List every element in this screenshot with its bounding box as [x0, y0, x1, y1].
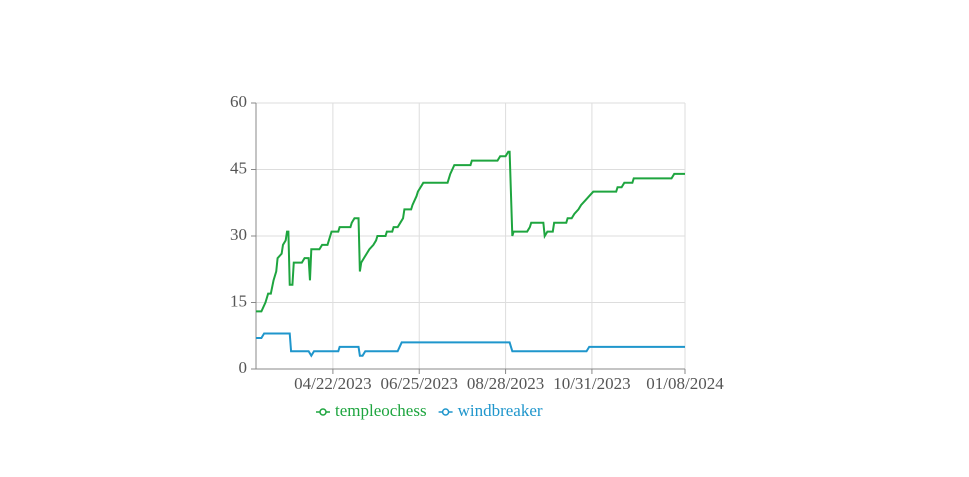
x-tick-label: 08/28/2023 — [467, 374, 544, 393]
y-tick-label: 45 — [230, 158, 247, 177]
legend-marker — [441, 408, 450, 416]
x-tick-label: 01/08/2024 — [646, 374, 724, 393]
y-tick-label: 60 — [230, 92, 247, 111]
x-tick-label: 10/31/2023 — [553, 374, 630, 393]
y-tick-label: 15 — [230, 291, 247, 310]
legend-label: templeochess — [335, 401, 427, 420]
legend-label: windbreaker — [458, 401, 543, 420]
line — [256, 150, 685, 313]
y-tick-label: 0 — [239, 358, 248, 377]
x-tick-label: 04/22/2023 — [294, 374, 371, 393]
legend-marker — [319, 408, 327, 416]
line — [256, 332, 685, 358]
y-tick-label: 30 — [230, 225, 247, 244]
x-tick-label: 06/25/2023 — [381, 374, 458, 393]
